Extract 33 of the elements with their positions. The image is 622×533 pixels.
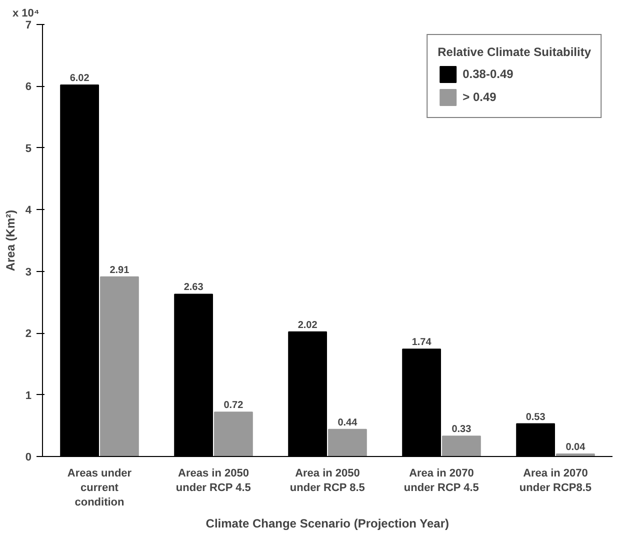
data-label: 0.04 — [566, 442, 586, 454]
y-tick-label: 3 — [25, 266, 32, 278]
data-label: 1.74 — [412, 337, 432, 348]
legend-label: 0.38-0.49 — [462, 67, 514, 81]
y-tick-label: 4 — [25, 204, 32, 217]
y-tick-label: 7 — [25, 20, 32, 32]
bar — [214, 412, 253, 456]
y-tick-label: 1 — [25, 390, 32, 402]
y-tick-label: 2 — [25, 328, 32, 340]
data-label: 0.53 — [526, 412, 546, 423]
data-label: 2.02 — [298, 320, 318, 331]
data-label: 0.44 — [338, 417, 358, 428]
text: x 10⁴ — [12, 8, 40, 20]
data-label: 2.63 — [184, 282, 204, 294]
y-tick-label: 6 — [25, 81, 32, 94]
x-axis-title: Climate Change Scenario (Projection Year) — [206, 516, 449, 530]
data-label: 6.02 — [70, 72, 90, 84]
data-label: 0.72 — [224, 400, 244, 412]
legend-label: > 0.49 — [462, 90, 496, 104]
bar — [328, 428, 367, 456]
x-tick-label: Area in 2070 under RCP8.5 — [519, 468, 592, 494]
x-tick-label: Area in 2050 under RCP 8.5 — [290, 468, 365, 494]
y-axis-title: Area (Km²) — [3, 210, 18, 272]
data-label: 0.33 — [452, 424, 472, 436]
legend-title: Relative Climate Suitability — [438, 45, 591, 59]
x-tick-label: Areas under current condition — [67, 468, 132, 508]
x-tick-label: Area in 2070 under RCP 4.5 — [404, 468, 479, 494]
bar — [442, 436, 481, 456]
data-label: 2.91 — [110, 264, 130, 276]
y-tick-label: 0 — [25, 452, 32, 464]
y-tick-label: 5 — [25, 142, 32, 155]
x-tick-label: Areas in 2050 under RCP 4.5 — [176, 468, 251, 494]
bar — [100, 276, 139, 456]
